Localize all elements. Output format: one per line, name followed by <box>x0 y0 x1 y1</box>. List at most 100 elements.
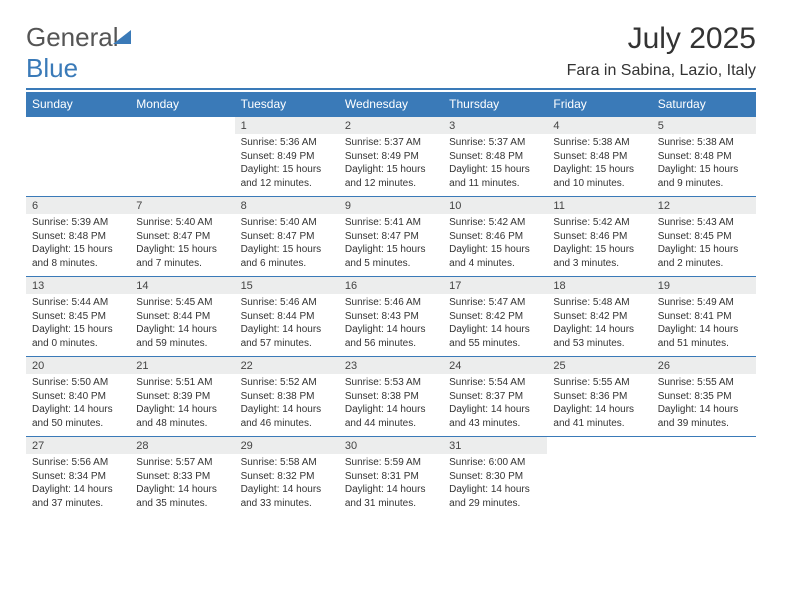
day-number: 6 <box>26 197 130 214</box>
calendar-cell: .. <box>547 437 651 516</box>
calendar-cell: 14Sunrise: 5:45 AMSunset: 8:44 PMDayligh… <box>130 277 234 356</box>
day-number: 18 <box>547 277 651 294</box>
day-info: Sunrise: 5:39 AMSunset: 8:48 PMDaylight:… <box>26 214 130 276</box>
day-info: Sunrise: 5:46 AMSunset: 8:43 PMDaylight:… <box>339 294 443 356</box>
day-info: Sunrise: 5:49 AMSunset: 8:41 PMDaylight:… <box>652 294 756 356</box>
calendar-cell: 7Sunrise: 5:40 AMSunset: 8:47 PMDaylight… <box>130 197 234 276</box>
calendar-cell: 19Sunrise: 5:49 AMSunset: 8:41 PMDayligh… <box>652 277 756 356</box>
calendar: SundayMondayTuesdayWednesdayThursdayFrid… <box>26 92 756 516</box>
calendar-cell: 29Sunrise: 5:58 AMSunset: 8:32 PMDayligh… <box>235 437 339 516</box>
day-info: Sunrise: 5:53 AMSunset: 8:38 PMDaylight:… <box>339 374 443 436</box>
day-info: Sunrise: 5:38 AMSunset: 8:48 PMDaylight:… <box>652 134 756 196</box>
day-info: Sunrise: 5:37 AMSunset: 8:49 PMDaylight:… <box>339 134 443 196</box>
weekday-header: Tuesday <box>235 92 339 117</box>
day-number: 23 <box>339 357 443 374</box>
calendar-cell: 21Sunrise: 5:51 AMSunset: 8:39 PMDayligh… <box>130 357 234 436</box>
day-info: Sunrise: 5:42 AMSunset: 8:46 PMDaylight:… <box>443 214 547 276</box>
day-number: 16 <box>339 277 443 294</box>
day-info: Sunrise: 5:57 AMSunset: 8:33 PMDaylight:… <box>130 454 234 516</box>
sail-icon <box>113 30 131 44</box>
day-info: Sunrise: 5:55 AMSunset: 8:36 PMDaylight:… <box>547 374 651 436</box>
calendar-cell: 11Sunrise: 5:42 AMSunset: 8:46 PMDayligh… <box>547 197 651 276</box>
header-divider <box>26 88 756 90</box>
day-info: Sunrise: 5:48 AMSunset: 8:42 PMDaylight:… <box>547 294 651 356</box>
calendar-cell: 4Sunrise: 5:38 AMSunset: 8:48 PMDaylight… <box>547 117 651 196</box>
logo-text-1: General <box>26 22 119 52</box>
calendar-cell: 31Sunrise: 6:00 AMSunset: 8:30 PMDayligh… <box>443 437 547 516</box>
day-info: Sunrise: 5:59 AMSunset: 8:31 PMDaylight:… <box>339 454 443 516</box>
page-title: July 2025 <box>628 22 756 56</box>
day-number: 12 <box>652 197 756 214</box>
day-info: Sunrise: 5:44 AMSunset: 8:45 PMDaylight:… <box>26 294 130 356</box>
calendar-cell: 25Sunrise: 5:55 AMSunset: 8:36 PMDayligh… <box>547 357 651 436</box>
calendar-cell: .. <box>652 437 756 516</box>
logo-text-2: Blue <box>26 53 78 83</box>
calendar-cell: 5Sunrise: 5:38 AMSunset: 8:48 PMDaylight… <box>652 117 756 196</box>
weekday-header: Wednesday <box>339 92 443 117</box>
day-number: 31 <box>443 437 547 454</box>
day-info: Sunrise: 5:55 AMSunset: 8:35 PMDaylight:… <box>652 374 756 436</box>
day-info: Sunrise: 5:51 AMSunset: 8:39 PMDaylight:… <box>130 374 234 436</box>
location-label: Fara in Sabina, Lazio, Italy <box>567 62 756 80</box>
calendar-cell: 18Sunrise: 5:48 AMSunset: 8:42 PMDayligh… <box>547 277 651 356</box>
weekday-header: Monday <box>130 92 234 117</box>
day-info: Sunrise: 5:58 AMSunset: 8:32 PMDaylight:… <box>235 454 339 516</box>
day-number: 7 <box>130 197 234 214</box>
day-number: 20 <box>26 357 130 374</box>
day-info: Sunrise: 5:45 AMSunset: 8:44 PMDaylight:… <box>130 294 234 356</box>
calendar-cell: .. <box>130 117 234 196</box>
day-number: 22 <box>235 357 339 374</box>
day-number: 17 <box>443 277 547 294</box>
day-info: Sunrise: 5:56 AMSunset: 8:34 PMDaylight:… <box>26 454 130 516</box>
day-info: Sunrise: 5:47 AMSunset: 8:42 PMDaylight:… <box>443 294 547 356</box>
calendar-cell: 27Sunrise: 5:56 AMSunset: 8:34 PMDayligh… <box>26 437 130 516</box>
calendar-cell: 1Sunrise: 5:36 AMSunset: 8:49 PMDaylight… <box>235 117 339 196</box>
calendar-cell: 3Sunrise: 5:37 AMSunset: 8:48 PMDaylight… <box>443 117 547 196</box>
day-info: Sunrise: 5:40 AMSunset: 8:47 PMDaylight:… <box>235 214 339 276</box>
day-number: 15 <box>235 277 339 294</box>
calendar-cell: 15Sunrise: 5:46 AMSunset: 8:44 PMDayligh… <box>235 277 339 356</box>
weekday-header: Thursday <box>443 92 547 117</box>
calendar-cell: 12Sunrise: 5:43 AMSunset: 8:45 PMDayligh… <box>652 197 756 276</box>
calendar-cell: 16Sunrise: 5:46 AMSunset: 8:43 PMDayligh… <box>339 277 443 356</box>
day-number: 14 <box>130 277 234 294</box>
calendar-cell: .. <box>26 117 130 196</box>
calendar-cell: 23Sunrise: 5:53 AMSunset: 8:38 PMDayligh… <box>339 357 443 436</box>
day-number: 2 <box>339 117 443 134</box>
day-info: Sunrise: 6:00 AMSunset: 8:30 PMDaylight:… <box>443 454 547 516</box>
calendar-cell: 10Sunrise: 5:42 AMSunset: 8:46 PMDayligh… <box>443 197 547 276</box>
day-info: Sunrise: 5:40 AMSunset: 8:47 PMDaylight:… <box>130 214 234 276</box>
day-info: Sunrise: 5:36 AMSunset: 8:49 PMDaylight:… <box>235 134 339 196</box>
weekday-header: Friday <box>547 92 651 117</box>
calendar-body: ....1Sunrise: 5:36 AMSunset: 8:49 PMDayl… <box>26 117 756 516</box>
day-info: Sunrise: 5:46 AMSunset: 8:44 PMDaylight:… <box>235 294 339 356</box>
calendar-cell: 28Sunrise: 5:57 AMSunset: 8:33 PMDayligh… <box>130 437 234 516</box>
calendar-cell: 2Sunrise: 5:37 AMSunset: 8:49 PMDaylight… <box>339 117 443 196</box>
day-number: 9 <box>339 197 443 214</box>
day-info: Sunrise: 5:41 AMSunset: 8:47 PMDaylight:… <box>339 214 443 276</box>
calendar-cell: 13Sunrise: 5:44 AMSunset: 8:45 PMDayligh… <box>26 277 130 356</box>
day-info: Sunrise: 5:52 AMSunset: 8:38 PMDaylight:… <box>235 374 339 436</box>
day-number: 29 <box>235 437 339 454</box>
logo: General Blue <box>26 22 131 84</box>
day-number: 24 <box>443 357 547 374</box>
calendar-cell: 22Sunrise: 5:52 AMSunset: 8:38 PMDayligh… <box>235 357 339 436</box>
day-number: 21 <box>130 357 234 374</box>
day-number: 28 <box>130 437 234 454</box>
day-number: 26 <box>652 357 756 374</box>
day-number: 13 <box>26 277 130 294</box>
day-info: Sunrise: 5:50 AMSunset: 8:40 PMDaylight:… <box>26 374 130 436</box>
calendar-cell: 24Sunrise: 5:54 AMSunset: 8:37 PMDayligh… <box>443 357 547 436</box>
day-number: 1 <box>235 117 339 134</box>
day-number: 10 <box>443 197 547 214</box>
calendar-cell: 20Sunrise: 5:50 AMSunset: 8:40 PMDayligh… <box>26 357 130 436</box>
calendar-header-row: SundayMondayTuesdayWednesdayThursdayFrid… <box>26 92 756 117</box>
day-info: Sunrise: 5:42 AMSunset: 8:46 PMDaylight:… <box>547 214 651 276</box>
weekday-header: Sunday <box>26 92 130 117</box>
day-info: Sunrise: 5:54 AMSunset: 8:37 PMDaylight:… <box>443 374 547 436</box>
calendar-cell: 30Sunrise: 5:59 AMSunset: 8:31 PMDayligh… <box>339 437 443 516</box>
day-info: Sunrise: 5:43 AMSunset: 8:45 PMDaylight:… <box>652 214 756 276</box>
day-number: 8 <box>235 197 339 214</box>
calendar-cell: 26Sunrise: 5:55 AMSunset: 8:35 PMDayligh… <box>652 357 756 436</box>
day-number: 11 <box>547 197 651 214</box>
